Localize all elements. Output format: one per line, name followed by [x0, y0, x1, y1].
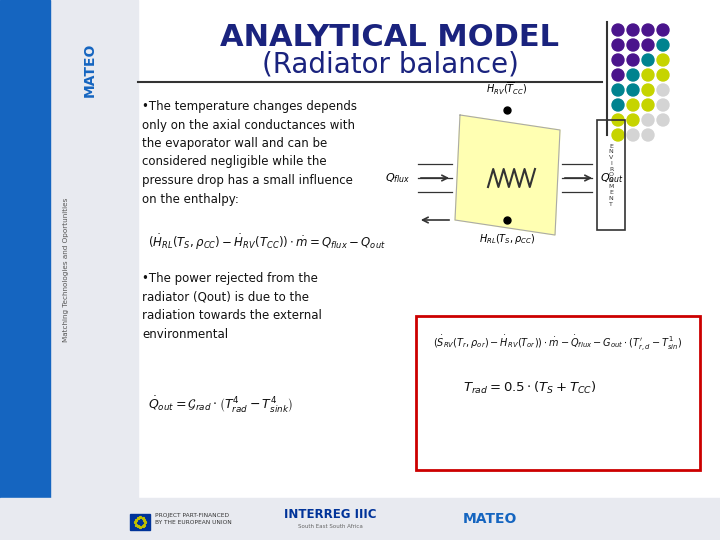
- Bar: [0, 0, 50, 540]
- Text: $\dot{Q}_{out} = \mathcal{G}_{rad} \cdot \left(T_{rad}^{4} - T_{sink}^{4}\right): $\dot{Q}_{out} = \mathcal{G}_{rad} \cdot…: [148, 395, 293, 415]
- Text: Matching Technologies and Oportunities: Matching Technologies and Oportunities: [63, 198, 69, 342]
- Text: E
N
V
I
R
O
N
M
E
N
T: E N V I R O N M E N T: [608, 144, 613, 206]
- Text: $H_{RV}(\overline{T}_{CC})$: $H_{RV}(\overline{T}_{CC})$: [486, 81, 528, 97]
- Bar: [597, 120, 625, 230]
- Circle shape: [612, 39, 624, 51]
- Text: MATEO: MATEO: [83, 43, 97, 97]
- Circle shape: [642, 84, 654, 96]
- Text: $(\dot{S}_{RV}(T_r,\rho_{or})-\dot{H}_{RV}(T_{or}))\cdot\dot{m}-\dot{Q}_{flux}-G: $(\dot{S}_{RV}(T_r,\rho_{or})-\dot{H}_{R…: [433, 333, 683, 353]
- Circle shape: [627, 24, 639, 36]
- Circle shape: [612, 114, 624, 126]
- Circle shape: [612, 54, 624, 66]
- Circle shape: [627, 114, 639, 126]
- Circle shape: [642, 129, 654, 141]
- Circle shape: [657, 39, 669, 51]
- Circle shape: [657, 54, 669, 66]
- Circle shape: [627, 39, 639, 51]
- Circle shape: [642, 114, 654, 126]
- FancyBboxPatch shape: [416, 316, 700, 470]
- Text: ANALYTICAL MODEL: ANALYTICAL MODEL: [220, 23, 559, 51]
- Bar: [0, 498, 720, 540]
- Circle shape: [612, 84, 624, 96]
- Circle shape: [612, 69, 624, 81]
- Text: PROJECT PART-FINANCED
BY THE EUROPEAN UNION: PROJECT PART-FINANCED BY THE EUROPEAN UN…: [155, 513, 232, 525]
- Circle shape: [657, 84, 669, 96]
- Text: MATEO: MATEO: [463, 512, 517, 526]
- Circle shape: [627, 69, 639, 81]
- Text: $Q_{flux}$: $Q_{flux}$: [384, 171, 410, 185]
- Bar: [130, 514, 150, 530]
- Circle shape: [612, 99, 624, 111]
- Circle shape: [642, 24, 654, 36]
- Text: •The temperature changes depends
only on the axial conductances with
the evapora: •The temperature changes depends only on…: [142, 100, 357, 206]
- Text: $H_{RL}(T_S, \rho_{CC})$: $H_{RL}(T_S, \rho_{CC})$: [479, 232, 535, 246]
- Circle shape: [627, 129, 639, 141]
- Circle shape: [612, 24, 624, 36]
- Circle shape: [627, 54, 639, 66]
- Text: South East South Africa: South East South Africa: [297, 524, 362, 530]
- Circle shape: [657, 24, 669, 36]
- Bar: [50, 0, 138, 540]
- Circle shape: [642, 99, 654, 111]
- Circle shape: [657, 114, 669, 126]
- Circle shape: [642, 54, 654, 66]
- Text: INTERREG IIIC: INTERREG IIIC: [284, 508, 377, 521]
- Circle shape: [642, 39, 654, 51]
- Circle shape: [657, 69, 669, 81]
- Circle shape: [642, 69, 654, 81]
- Text: •The power rejected from the
radiator (Qout) is due to the
radiation towards the: •The power rejected from the radiator (Q…: [142, 272, 322, 341]
- Circle shape: [612, 129, 624, 141]
- Circle shape: [627, 99, 639, 111]
- Polygon shape: [455, 115, 560, 235]
- Text: $T_{rad} = 0.5 \cdot (T_S + T_{CC})$: $T_{rad} = 0.5 \cdot (T_S + T_{CC})$: [463, 380, 597, 396]
- Circle shape: [627, 84, 639, 96]
- Circle shape: [657, 99, 669, 111]
- Text: $Q_{out}$: $Q_{out}$: [600, 171, 624, 185]
- Text: (Radiator balance): (Radiator balance): [261, 50, 518, 78]
- Text: $(\dot{H}_{RL}(T_S, \rho_{CC}) - \dot{H}_{RV}(T_{CC})) \cdot \dot{m} = Q_{flux} : $(\dot{H}_{RL}(T_S, \rho_{CC}) - \dot{H}…: [148, 232, 386, 252]
